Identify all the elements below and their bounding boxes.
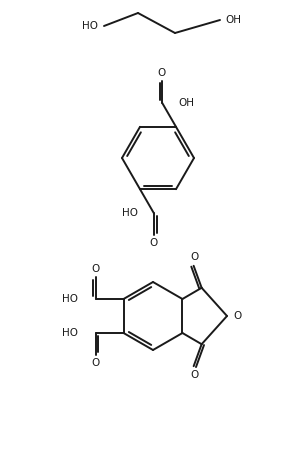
Text: HO: HO — [122, 208, 138, 219]
Text: O: O — [158, 68, 166, 77]
Text: O: O — [233, 311, 241, 321]
Text: O: O — [150, 238, 158, 248]
Text: HO: HO — [82, 21, 98, 31]
Text: O: O — [191, 252, 199, 262]
Text: HO: HO — [62, 294, 78, 304]
Text: OH: OH — [178, 98, 194, 107]
Text: OH: OH — [225, 15, 241, 25]
Text: O: O — [91, 358, 100, 368]
Text: O: O — [191, 370, 199, 380]
Text: HO: HO — [62, 328, 78, 338]
Text: O: O — [91, 264, 100, 274]
